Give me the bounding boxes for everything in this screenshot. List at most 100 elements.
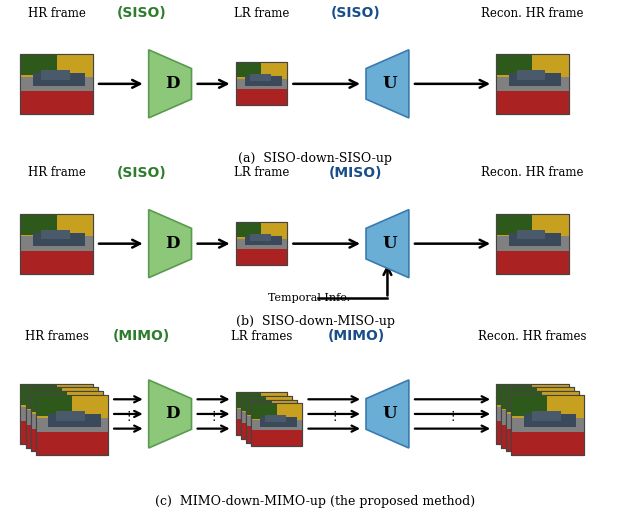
- Bar: [496, 54, 569, 114]
- Text: ⋮: ⋮: [207, 410, 220, 423]
- Bar: [512, 424, 583, 455]
- Bar: [246, 400, 297, 418]
- Bar: [20, 413, 93, 444]
- Bar: [512, 418, 583, 432]
- Bar: [20, 54, 93, 114]
- Bar: [35, 418, 108, 432]
- Bar: [236, 222, 287, 265]
- Bar: [35, 424, 108, 455]
- Polygon shape: [149, 380, 192, 448]
- Bar: [501, 417, 573, 447]
- Bar: [260, 417, 297, 427]
- Bar: [496, 214, 532, 235]
- Bar: [30, 391, 103, 452]
- Bar: [236, 62, 287, 105]
- Bar: [236, 222, 287, 240]
- Bar: [246, 400, 297, 443]
- Bar: [246, 416, 297, 427]
- Text: (c)  MIMO-down-MIMO-up (the proposed method): (c) MIMO-down-MIMO-up (the proposed meth…: [155, 495, 475, 508]
- Bar: [49, 414, 101, 428]
- Text: U: U: [382, 75, 397, 92]
- Bar: [51, 408, 80, 417]
- Bar: [496, 83, 569, 114]
- Bar: [517, 230, 546, 239]
- Bar: [30, 391, 67, 412]
- Bar: [33, 403, 86, 417]
- Bar: [246, 420, 297, 443]
- Text: HR frames: HR frames: [25, 330, 89, 343]
- Bar: [236, 392, 287, 435]
- Bar: [41, 70, 70, 80]
- Bar: [20, 407, 93, 421]
- Bar: [241, 417, 292, 439]
- Bar: [512, 395, 583, 455]
- Bar: [496, 54, 569, 79]
- Bar: [501, 388, 573, 447]
- Bar: [20, 384, 57, 405]
- Bar: [33, 73, 86, 86]
- Bar: [20, 54, 57, 75]
- Bar: [260, 412, 281, 418]
- Bar: [20, 83, 93, 114]
- Bar: [519, 410, 571, 424]
- Bar: [249, 410, 287, 419]
- Bar: [255, 413, 292, 423]
- Bar: [251, 403, 277, 419]
- Polygon shape: [149, 50, 192, 118]
- Bar: [25, 388, 98, 447]
- Text: (SISO): (SISO): [331, 6, 381, 20]
- Bar: [507, 420, 578, 452]
- Bar: [251, 420, 302, 430]
- Text: LR frame: LR frame: [234, 7, 289, 19]
- Text: Recon. HR frames: Recon. HR frames: [478, 330, 587, 343]
- Text: LR frame: LR frame: [234, 167, 289, 179]
- Bar: [524, 414, 576, 428]
- Bar: [20, 384, 93, 444]
- Bar: [246, 400, 297, 443]
- Bar: [507, 391, 578, 417]
- Bar: [43, 410, 96, 424]
- Text: (SISO): (SISO): [117, 6, 166, 20]
- Bar: [236, 238, 287, 249]
- Bar: [496, 236, 569, 251]
- Bar: [496, 77, 569, 91]
- Bar: [30, 420, 103, 452]
- Bar: [496, 384, 569, 444]
- Bar: [46, 404, 75, 413]
- Bar: [527, 408, 556, 417]
- Bar: [20, 384, 93, 409]
- Bar: [236, 392, 261, 408]
- Bar: [244, 236, 282, 245]
- Bar: [507, 391, 578, 452]
- Bar: [507, 391, 542, 412]
- Bar: [20, 243, 93, 274]
- Bar: [514, 407, 566, 420]
- Bar: [41, 230, 70, 239]
- Bar: [35, 395, 108, 455]
- Bar: [25, 388, 62, 409]
- Bar: [251, 424, 302, 446]
- Bar: [20, 214, 57, 235]
- Bar: [509, 233, 561, 246]
- Text: LR frames: LR frames: [231, 330, 292, 343]
- Bar: [501, 388, 573, 447]
- Bar: [241, 412, 292, 423]
- Bar: [236, 62, 261, 78]
- Text: ⋮: ⋮: [446, 410, 459, 423]
- Bar: [244, 76, 282, 85]
- Text: Recon. HR frame: Recon. HR frame: [481, 7, 583, 19]
- Text: (a)  SISO-down-SISO-up: (a) SISO-down-SISO-up: [238, 152, 392, 165]
- Polygon shape: [366, 380, 409, 448]
- Bar: [56, 411, 85, 421]
- Bar: [236, 62, 287, 80]
- Bar: [509, 403, 561, 417]
- Bar: [20, 214, 93, 239]
- Text: (SISO): (SISO): [117, 166, 166, 180]
- Bar: [255, 408, 276, 414]
- Bar: [236, 409, 287, 419]
- Bar: [20, 236, 93, 251]
- Text: D: D: [164, 235, 180, 252]
- Bar: [496, 214, 569, 274]
- Text: U: U: [382, 406, 397, 422]
- Bar: [496, 384, 532, 405]
